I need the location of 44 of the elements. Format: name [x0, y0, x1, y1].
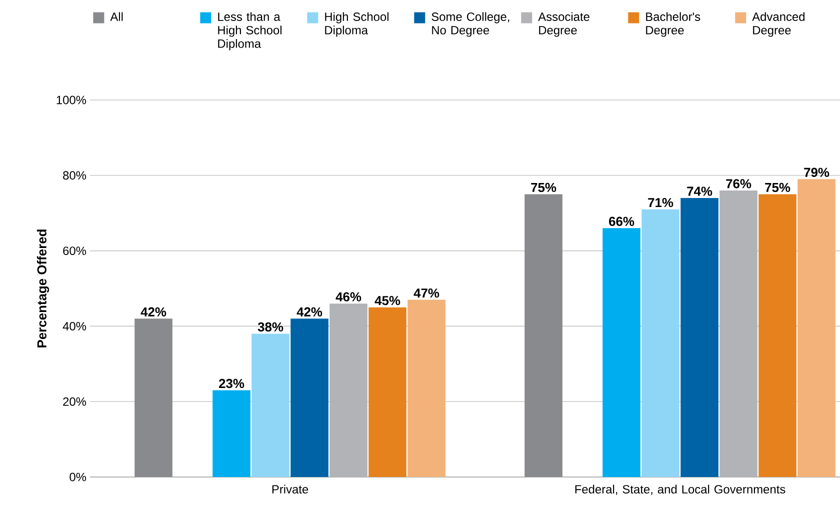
- data-label: 75%: [531, 182, 556, 192]
- legend-label: Some College, No Degree: [432, 12, 510, 37]
- legend-label: Associate Degree: [538, 12, 590, 37]
- data-label: 75%: [765, 182, 790, 192]
- data-label: 79%: [804, 168, 830, 177]
- bar: [602, 228, 640, 477]
- data-label: 74%: [687, 186, 712, 196]
- legend-label: High School Diploma: [325, 12, 388, 37]
- y-tick-label: 60%: [63, 246, 86, 256]
- legend-label: Less than a High School Diploma: [218, 12, 282, 50]
- bar: [330, 304, 368, 477]
- legend-label: Advanced Degree: [752, 12, 804, 37]
- bar: [368, 307, 406, 477]
- y-tick-label: 100%: [56, 96, 86, 104]
- data-label: 46%: [336, 292, 362, 302]
- legend-label: Bachelor's Degree: [646, 12, 700, 37]
- bar: [720, 190, 758, 477]
- data-label: 23%: [218, 378, 244, 388]
- y-tick-label: 40%: [62, 322, 86, 330]
- bar: [408, 300, 446, 477]
- bar: [134, 318, 172, 477]
- data-label: 45%: [374, 296, 400, 306]
- bar: [680, 198, 718, 477]
- bar: [212, 390, 250, 477]
- x-tick-label: Private: [272, 484, 308, 494]
- x-tick-label: Federal, State, and Local Governments: [575, 484, 786, 495]
- data-label: 66%: [609, 216, 634, 226]
- y-axis-title: Percentage Offered: [36, 230, 50, 348]
- bar: [290, 318, 328, 477]
- bar: [798, 179, 836, 477]
- data-label: 42%: [140, 307, 166, 316]
- bar: [524, 194, 562, 477]
- bar: [252, 334, 290, 477]
- data-label: 42%: [296, 307, 322, 316]
- y-tick-label: 80%: [63, 171, 86, 180]
- y-tick-label: 20%: [63, 397, 86, 406]
- data-label: 38%: [258, 322, 284, 332]
- legend-label: All: [110, 12, 123, 21]
- y-tick-label: 0%: [70, 472, 86, 482]
- data-label: 71%: [648, 198, 674, 208]
- data-label: 47%: [414, 288, 440, 298]
- bar: [642, 209, 680, 477]
- data-label: 76%: [726, 179, 752, 188]
- bar: [758, 194, 796, 477]
